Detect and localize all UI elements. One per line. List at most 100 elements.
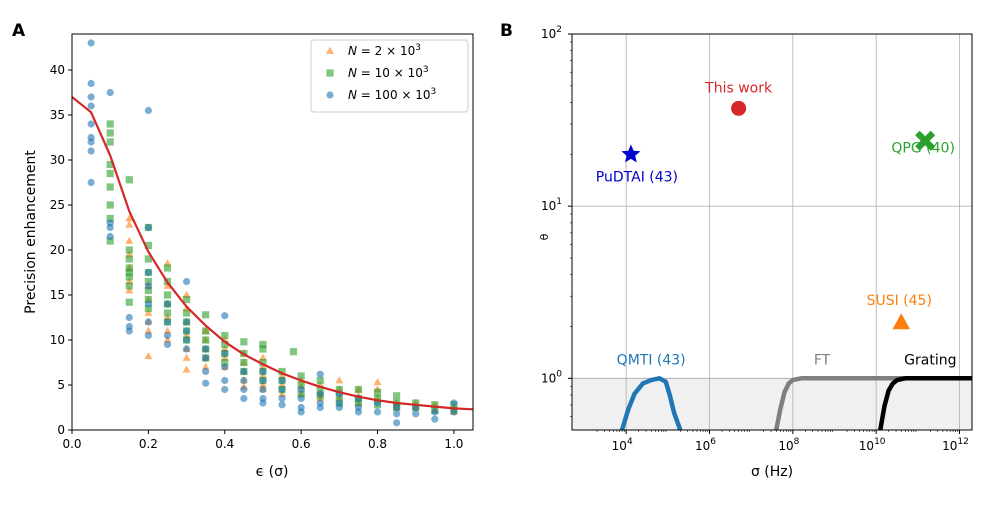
legend-box xyxy=(310,39,469,113)
tick-base: 10 xyxy=(778,439,793,453)
tick-base: 10 xyxy=(612,439,627,453)
circle-point xyxy=(163,331,172,340)
tick-base: 10 xyxy=(695,439,710,453)
legend-text: = 2 × 10 xyxy=(357,44,415,58)
label-ft: FT xyxy=(814,353,831,369)
circle-point xyxy=(412,410,420,418)
square-point xyxy=(163,309,172,317)
square-point xyxy=(125,298,133,306)
panel-b-annotations: This work PuDTAI (43) QPG (40) SUSI (45) QMT… xyxy=(596,80,957,368)
legend-var: N xyxy=(348,66,357,80)
circle-point xyxy=(354,408,363,416)
panel-b-plot-area xyxy=(572,34,972,430)
legend-var: N xyxy=(348,44,357,58)
square-point xyxy=(144,295,152,304)
triangle-point xyxy=(182,365,191,373)
circle-point xyxy=(106,232,114,241)
legend-exp: 3 xyxy=(431,87,437,97)
circle-point xyxy=(278,385,286,394)
square-point xyxy=(163,264,172,272)
circle-point xyxy=(221,312,229,320)
square-point xyxy=(125,255,133,263)
triangle-point xyxy=(125,214,134,222)
y-tick-label: 10 xyxy=(50,333,65,347)
circle-point xyxy=(182,277,191,286)
square-point xyxy=(144,255,152,263)
legend-text: = 10 × 10 xyxy=(357,66,423,80)
tick-exp: 12 xyxy=(957,437,968,447)
square-point xyxy=(106,129,114,137)
circle-point xyxy=(144,331,152,340)
circle-point xyxy=(144,282,152,290)
panel-b-axes-frame xyxy=(571,33,973,431)
legend-marker xyxy=(326,69,334,77)
circle-point xyxy=(182,345,191,353)
circle-point xyxy=(297,385,305,394)
circle-point xyxy=(335,403,343,412)
triangle-point xyxy=(373,377,382,386)
y-tick-label: 35 xyxy=(50,108,65,122)
curve-qmti xyxy=(619,376,683,430)
circle-point xyxy=(259,385,267,394)
square-point xyxy=(259,358,267,367)
circle-point xyxy=(144,106,152,115)
circle-point xyxy=(182,327,191,335)
triangle-point xyxy=(144,351,153,360)
square-point xyxy=(144,304,152,313)
y-tick-label: 0 xyxy=(57,423,65,437)
circle-point xyxy=(240,367,248,376)
circle-point xyxy=(240,376,248,385)
tick-exp: 10 xyxy=(874,437,886,447)
circle-point xyxy=(393,403,401,412)
y-tick-label: 15 xyxy=(50,288,65,302)
square-point xyxy=(335,385,343,394)
panel-a-axes-frame xyxy=(71,33,474,431)
square-point xyxy=(163,291,172,299)
circle-point xyxy=(182,336,191,344)
circle-point xyxy=(163,300,172,308)
square-point xyxy=(125,282,133,290)
circle-point xyxy=(393,419,401,427)
x-tick-label: 0.0 xyxy=(62,437,81,451)
square-point xyxy=(240,338,248,346)
point-pudtai xyxy=(621,144,641,163)
y-tick-label: 101 xyxy=(541,197,562,213)
square-point xyxy=(297,390,305,398)
square-point xyxy=(106,214,114,223)
circle-point xyxy=(144,300,152,308)
panel-a: A 0.0 0.2 0.4 0.6 0.8 1.0 0 5 10 15 20 25 30 35 40 ϵ … xyxy=(12,21,474,480)
circle-point xyxy=(297,408,305,416)
square-point xyxy=(297,372,305,380)
circle-point xyxy=(278,394,286,403)
circle-point xyxy=(221,363,229,371)
square-point xyxy=(316,376,324,385)
y-tick-label: 25 xyxy=(50,198,65,212)
legend-entry: N = 100 × 103 xyxy=(348,87,436,102)
circle-point xyxy=(87,147,95,155)
circle-point xyxy=(202,345,210,353)
curve-grating xyxy=(878,376,972,430)
square-point xyxy=(202,336,210,344)
square-point xyxy=(373,394,382,403)
circle-point xyxy=(221,376,229,385)
square-point xyxy=(125,176,133,184)
legend-exp: 3 xyxy=(415,43,421,53)
square-point xyxy=(221,331,229,340)
legend-marker xyxy=(326,46,334,54)
y-tick-label: 40 xyxy=(50,63,65,77)
triangle-point xyxy=(335,376,344,384)
circle-point xyxy=(278,376,286,385)
circle-point xyxy=(259,399,267,407)
label-grating: Grating xyxy=(904,353,956,369)
theory-curve xyxy=(72,96,473,411)
circle-point xyxy=(144,318,152,326)
triangle-point xyxy=(144,326,153,334)
x-tick-label: 1010 xyxy=(859,437,886,453)
square-point xyxy=(393,392,401,400)
circle-point xyxy=(259,367,267,376)
square-point xyxy=(278,367,286,376)
legend-var: N xyxy=(348,88,357,102)
